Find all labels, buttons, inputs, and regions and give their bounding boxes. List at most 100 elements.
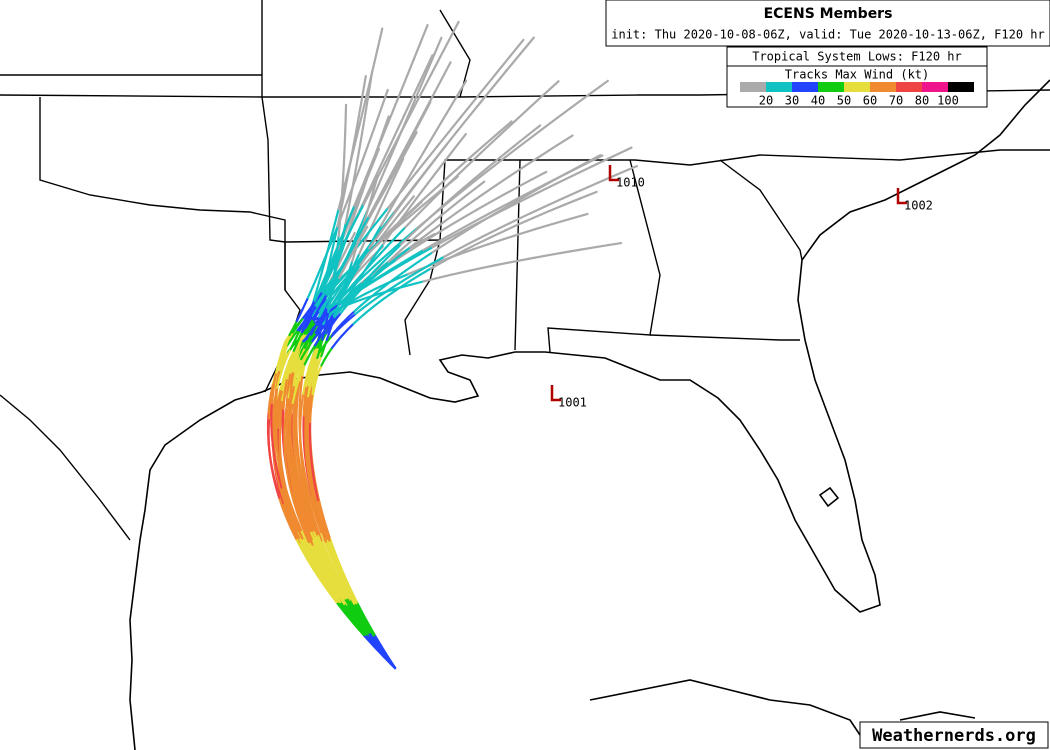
track-segment [448, 170, 463, 185]
track-segment [286, 444, 291, 457]
track-segment [300, 514, 306, 526]
track-segment [393, 248, 404, 257]
track-segment [361, 266, 374, 279]
track-segment [353, 304, 363, 313]
storm-tracks [266, 20, 638, 670]
track-segment [470, 170, 489, 185]
track-segment [338, 585, 348, 600]
track-segment [394, 129, 403, 147]
color-swatch [766, 82, 792, 92]
track-segment [547, 203, 566, 213]
track-segment [385, 170, 395, 185]
track-segment [298, 435, 303, 448]
track-segment [527, 254, 547, 260]
track-segment [444, 231, 461, 242]
track-segment [376, 643, 388, 658]
track-segment [284, 360, 291, 372]
track-segment [347, 266, 352, 276]
track-segment [369, 61, 376, 81]
track-segment [290, 465, 295, 479]
track-segment [501, 145, 520, 161]
track-segment [505, 53, 522, 72]
track-segment [384, 655, 397, 670]
track-segment [368, 234, 377, 247]
track-segment [285, 367, 291, 380]
track-segment [295, 439, 299, 452]
track-segment [307, 385, 311, 398]
track-segment [440, 106, 451, 123]
low-symbol [550, 385, 561, 402]
track-segment [372, 183, 380, 199]
track-segment [333, 262, 337, 274]
track-segment [418, 145, 428, 160]
track-segment [300, 323, 307, 334]
track-segment [299, 470, 304, 483]
track-segment [321, 563, 329, 576]
track-segment [334, 253, 338, 265]
track-segment [325, 335, 333, 343]
track-segment [325, 261, 332, 275]
track-segment [379, 645, 389, 659]
track-segment [309, 449, 313, 462]
track-segment [489, 229, 506, 239]
track-segment [450, 187, 465, 200]
track-segment [341, 316, 350, 324]
track-segment [352, 316, 362, 325]
track-segment [315, 327, 324, 337]
track-segment [316, 540, 324, 555]
track-segment [303, 479, 308, 492]
track-segment [405, 132, 415, 148]
track-segment [303, 517, 310, 530]
track-segment [314, 317, 323, 324]
track-segment [403, 99, 413, 117]
color-swatch [922, 82, 948, 92]
track-segment [409, 225, 422, 237]
track-segment [342, 162, 345, 176]
track-segment [447, 201, 458, 211]
track-segment [448, 93, 459, 110]
track-segment [309, 498, 315, 512]
track-segment [289, 361, 294, 375]
track-segment [418, 267, 432, 276]
track-segment [597, 173, 619, 184]
track-segment [327, 253, 333, 266]
track-segment [290, 491, 296, 504]
track-segment [569, 93, 590, 110]
track-segment [421, 197, 432, 207]
color-swatch [844, 82, 870, 92]
track-segment [326, 573, 335, 586]
track-segment [397, 275, 411, 285]
track-segment [297, 330, 303, 340]
track-segment [393, 161, 401, 174]
track-segment [357, 139, 362, 155]
track-segment [305, 461, 310, 474]
track-segment [377, 170, 386, 186]
track-segment [313, 375, 318, 387]
track-segment [476, 235, 493, 245]
color-swatch [792, 82, 818, 92]
track-segment [408, 273, 422, 283]
track-segment [330, 574, 340, 589]
track-segment [322, 519, 328, 532]
track-segment [297, 379, 301, 392]
track-segment [279, 388, 284, 401]
track-segment [344, 301, 351, 309]
track-segment [295, 449, 299, 462]
track-segment [384, 225, 391, 234]
track-segment [501, 186, 519, 197]
track-segment [339, 205, 343, 218]
track-segment [291, 453, 296, 467]
track-segment [347, 310, 356, 319]
track-segment [368, 207, 376, 219]
track-segment [306, 547, 315, 561]
track-segment [337, 600, 348, 614]
track-segment [307, 374, 311, 387]
track-segment [398, 151, 407, 164]
track-segment [303, 395, 307, 407]
track-segment [407, 235, 418, 245]
track-segment [506, 197, 523, 208]
track-segment [370, 189, 375, 200]
track-segment [294, 486, 301, 500]
track-segment [382, 234, 391, 246]
track-segment [354, 307, 365, 316]
